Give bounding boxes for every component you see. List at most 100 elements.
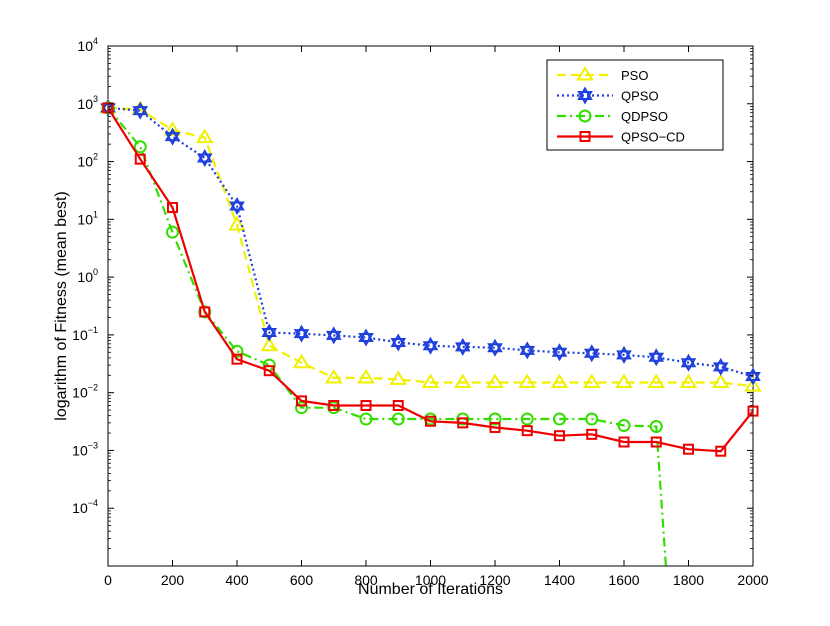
y-tick-label: 101 <box>77 209 98 227</box>
data-point <box>618 436 630 448</box>
data-point <box>616 345 632 364</box>
data-point <box>392 399 404 411</box>
series-line <box>107 107 754 453</box>
y-tick-label: 10−2 <box>72 383 98 401</box>
series-line <box>107 107 667 567</box>
x-tick-label: 400 <box>225 572 249 588</box>
data-point <box>647 373 666 389</box>
data-point <box>454 337 471 356</box>
data-point <box>649 419 663 433</box>
legend: PSO QPSO QDPSO QPSO−CD <box>546 59 724 151</box>
data-point <box>518 373 537 389</box>
data-point <box>520 412 534 426</box>
x-tick-label: 1400 <box>544 572 575 588</box>
series-qpso <box>100 98 761 386</box>
data-point <box>551 343 568 362</box>
series-line <box>107 106 754 388</box>
data-point <box>163 121 182 136</box>
data-point <box>325 326 342 345</box>
data-point <box>390 333 407 352</box>
data-point <box>648 348 665 367</box>
data-point <box>617 419 631 433</box>
legend-marker <box>576 66 594 81</box>
data-point <box>489 421 501 433</box>
data-point <box>360 399 372 411</box>
data-point <box>196 149 213 168</box>
data-point <box>744 377 762 392</box>
x-tick-label: 200 <box>161 572 185 588</box>
data-point <box>328 399 340 411</box>
data-point <box>167 202 178 214</box>
x-tick-label: 1600 <box>608 572 639 588</box>
data-point <box>292 353 311 369</box>
data-point <box>715 445 727 457</box>
data-point <box>422 336 439 355</box>
data-point <box>132 101 149 120</box>
data-point <box>488 412 502 426</box>
data-point <box>229 197 245 216</box>
data-point <box>711 373 730 389</box>
y-axis-title: logarithm of Fitness (mean best) <box>53 191 70 420</box>
data-point <box>615 373 633 389</box>
series-layer <box>99 98 762 567</box>
x-tick-label: 1800 <box>673 572 704 588</box>
data-point <box>263 365 275 377</box>
data-point <box>425 415 436 427</box>
legend-marker <box>579 131 591 142</box>
data-point <box>550 373 569 389</box>
data-point <box>583 344 600 363</box>
data-point <box>199 306 211 318</box>
series-line <box>107 106 754 378</box>
y-tick-label: 102 <box>77 152 98 170</box>
x-axis-title: Number of Iterations <box>358 581 503 598</box>
series-pso <box>99 98 762 392</box>
axes: 0 200 400 600 800 1000 1200 1400 1600 1800 2000 104… <box>72 36 769 588</box>
data-point <box>745 367 761 386</box>
x-tick-label: 800 <box>354 572 378 588</box>
data-point <box>586 428 598 440</box>
data-point <box>324 368 343 384</box>
data-point <box>357 368 375 384</box>
data-point <box>421 373 440 389</box>
data-point <box>295 401 308 415</box>
data-point <box>389 370 408 385</box>
data-point <box>231 353 243 365</box>
y-tick-label: 10−4 <box>72 498 98 516</box>
y-tick-label: 100 <box>77 267 98 285</box>
data-point <box>195 128 214 144</box>
data-point <box>680 353 697 372</box>
data-point <box>521 425 533 437</box>
data-point <box>650 436 662 448</box>
data-point <box>453 373 472 389</box>
data-point <box>457 417 469 429</box>
y-tick-label: 10−1 <box>72 325 98 343</box>
data-point <box>293 324 310 343</box>
x-tick-label: 2000 <box>737 572 768 588</box>
data-point <box>260 336 279 352</box>
data-point <box>391 412 405 426</box>
legend-label: PSO <box>621 68 648 83</box>
data-point <box>166 225 179 239</box>
data-point <box>683 443 694 455</box>
y-tick-label: 10−3 <box>72 440 98 458</box>
data-point <box>553 412 566 426</box>
data-point <box>585 412 599 426</box>
legend-marker <box>577 86 593 105</box>
data-point <box>134 153 146 165</box>
data-point <box>679 373 698 389</box>
legend-label: QPSO−CD <box>621 130 685 145</box>
data-point <box>359 412 373 426</box>
data-point <box>261 323 278 342</box>
data-point <box>486 373 504 389</box>
data-point <box>358 328 374 347</box>
x-tick-label: 1000 <box>415 572 446 588</box>
legend-marker <box>578 109 592 123</box>
data-point <box>487 338 503 357</box>
y-tick-label: 104 <box>77 36 98 54</box>
data-point <box>296 395 307 407</box>
x-tick-label: 1200 <box>479 572 510 588</box>
data-point <box>519 341 536 360</box>
x-tick-label: 0 <box>104 572 112 588</box>
data-point <box>164 127 181 146</box>
